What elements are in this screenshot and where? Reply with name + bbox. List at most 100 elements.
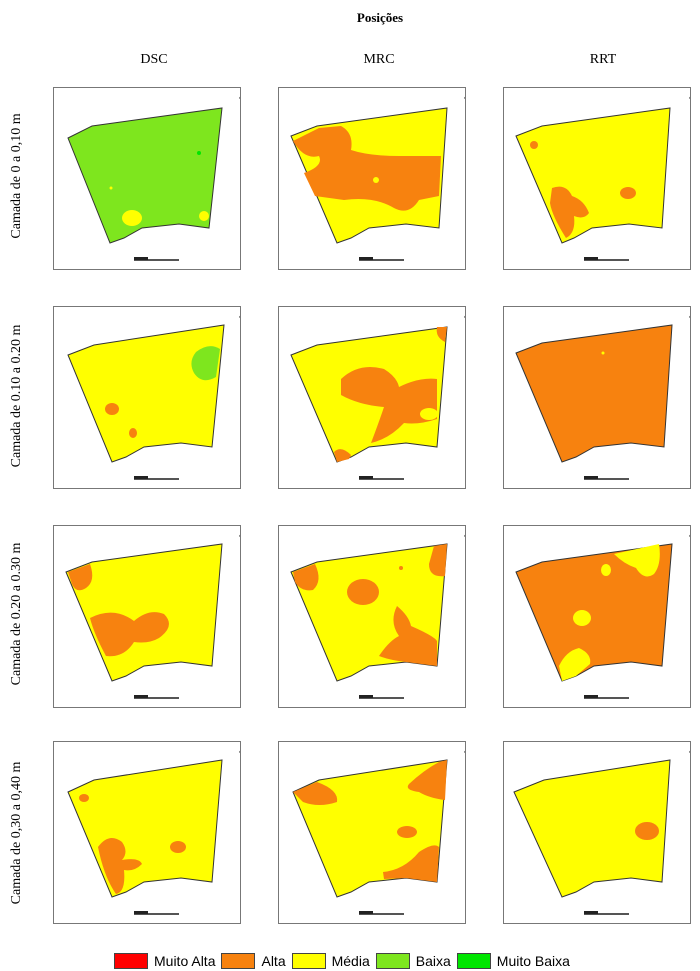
legend-item-muito-alta: Muito Alta — [114, 953, 215, 969]
north-arrow-icon — [239, 315, 240, 318]
zone-media — [122, 210, 142, 226]
zone-alta — [399, 566, 403, 570]
scale-bar-icon — [584, 911, 629, 915]
scale-bar-icon — [134, 695, 179, 699]
map-panel-mrc-10-20 — [278, 306, 466, 489]
field-boundary — [515, 107, 671, 244]
legend-label: Muito Baixa — [496, 953, 570, 969]
map-panel-rrt-10-20 — [503, 306, 691, 489]
zone-alta — [347, 579, 379, 605]
row-header-30-40: Camada de 0,30 a 0,40 m — [9, 761, 24, 905]
scale-bar-icon — [359, 911, 404, 915]
zone-alta — [98, 838, 142, 894]
map-panel-dsc-30-40 — [53, 741, 241, 924]
north-arrow-icon — [689, 534, 690, 537]
map-panel-mrc-30-40 — [278, 741, 466, 924]
zone-alta — [293, 782, 338, 805]
zone-media — [614, 544, 660, 577]
legend-item-muito-baixa: Muito Baixa — [456, 953, 570, 969]
field-boundary — [513, 759, 671, 898]
column-header-mrc: MRC — [363, 52, 395, 67]
scale-bar-icon — [584, 257, 629, 261]
figure-title: Posições — [356, 10, 404, 25]
legend-swatch — [114, 953, 148, 969]
field-boundary — [515, 324, 673, 463]
map-panel-dsc-0-10 — [53, 87, 241, 270]
north-arrow-icon — [464, 315, 465, 318]
column-header-rrt: RRT — [589, 52, 617, 67]
field-boundary — [67, 107, 223, 244]
north-arrow-icon — [239, 534, 240, 537]
north-arrow-icon — [689, 96, 690, 99]
north-arrow-icon — [689, 315, 690, 318]
row-header-0-10: Camada de 0 a 0,10 m — [9, 113, 24, 239]
field-boundary — [67, 759, 223, 898]
zone-alta — [170, 841, 186, 853]
zone-alta — [129, 428, 137, 438]
zone-alta — [79, 794, 89, 802]
zone-alta — [105, 403, 119, 415]
zone-alta — [341, 366, 437, 443]
row-header-10-20: Camada de 0.10 a 0.20 m — [9, 324, 24, 468]
scale-bar-icon — [584, 695, 629, 699]
zone-alta — [550, 186, 589, 238]
field-boundary — [67, 324, 225, 463]
map-panel-rrt-20-30 — [503, 525, 691, 708]
map-panel-mrc-0-10 — [278, 87, 466, 270]
north-arrow-icon — [464, 96, 465, 99]
zone-alta — [68, 564, 93, 591]
zone-alta — [635, 822, 659, 840]
scale-bar-icon — [359, 257, 404, 261]
zone-alta — [293, 126, 441, 211]
zone-muito-baixa — [197, 151, 201, 155]
map-panel-mrc-20-30 — [278, 525, 466, 708]
zone-alta — [397, 826, 417, 838]
map-panel-rrt-30-40 — [503, 741, 691, 924]
scale-bar-icon — [359, 476, 404, 480]
zone-alta — [530, 141, 538, 149]
legend-item-baixa: Baixa — [375, 953, 451, 969]
zone-alta — [407, 760, 447, 800]
scale-bar-icon — [584, 476, 629, 480]
legend-swatch — [291, 953, 326, 969]
north-arrow-icon — [464, 534, 465, 537]
zone-alta — [436, 327, 447, 342]
zone-baixa — [191, 346, 220, 381]
legend-swatch — [375, 953, 410, 969]
north-arrow-icon — [239, 750, 240, 753]
scale-bar-icon — [134, 911, 179, 915]
zone-alta — [334, 449, 351, 462]
zone-alta — [620, 187, 636, 199]
zone-media — [601, 351, 605, 355]
north-arrow-icon — [689, 750, 690, 753]
column-header-dsc: DSC — [140, 52, 168, 67]
scale-bar-icon — [134, 257, 179, 261]
zone-media — [420, 408, 438, 420]
row-header-20-30: Camada de 0.20 a 0.30 m — [9, 542, 24, 686]
legend: Muito Alta Alta Média Baixa Muito Baixa — [114, 951, 576, 971]
legend-label: Baixa — [415, 953, 451, 969]
north-arrow-icon — [464, 750, 465, 753]
map-panel-rrt-0-10 — [503, 87, 691, 270]
legend-label: Muito Alta — [154, 953, 216, 969]
zone-media — [601, 564, 611, 576]
north-arrow-icon — [239, 96, 240, 99]
scale-bar-icon — [359, 695, 404, 699]
legend-item-media: Média — [291, 953, 370, 969]
zone-media — [199, 211, 209, 221]
legend-item-alta: Alta — [221, 953, 286, 969]
legend-label: Média — [331, 953, 370, 969]
zone-alta — [383, 845, 439, 882]
zone-alta — [429, 544, 447, 577]
zone-alta — [379, 606, 437, 666]
legend-label: Alta — [261, 953, 286, 969]
zone-alta — [90, 612, 169, 657]
zone-alta — [293, 564, 319, 591]
legend-swatch — [221, 953, 256, 969]
map-panel-dsc-10-20 — [53, 306, 241, 489]
scale-bar-icon — [134, 476, 179, 480]
zone-media — [573, 610, 591, 626]
map-panel-dsc-20-30 — [53, 525, 241, 708]
legend-swatch — [456, 953, 491, 969]
zone-media — [109, 186, 113, 190]
